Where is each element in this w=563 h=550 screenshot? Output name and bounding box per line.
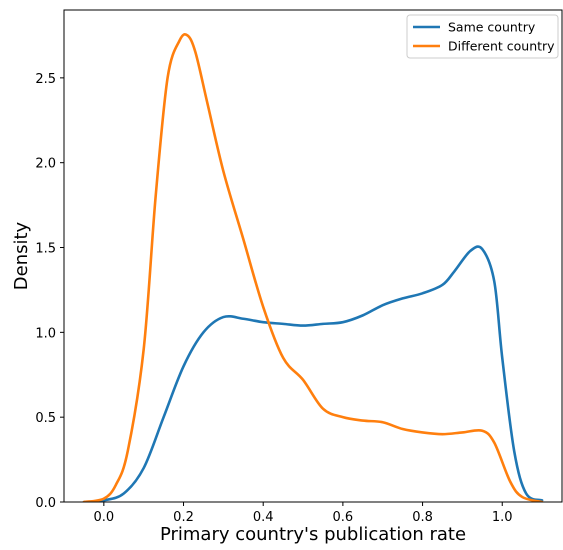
x-tick-label: 1.0 xyxy=(492,510,513,525)
x-axis-label: Primary country's publication rate xyxy=(160,524,466,545)
legend: Same country Different country xyxy=(407,15,558,58)
legend-label-different-country: Different country xyxy=(448,39,555,54)
x-tick-label: 0.6 xyxy=(333,510,354,525)
y-tick-label: 0.5 xyxy=(35,411,56,426)
plot-area xyxy=(84,34,542,502)
axes: 0.0 0.2 0.4 0.6 0.8 1.0 0.0 0.5 1.0 1.5 2.0 2.5 Prim… xyxy=(11,10,562,545)
x-tick-label: 0.2 xyxy=(173,510,194,525)
series-line-different-country xyxy=(84,34,542,502)
legend-label-same-country: Same country xyxy=(448,20,536,35)
x-tick-label: 0.0 xyxy=(93,510,114,525)
y-tick-label: 1.0 xyxy=(35,326,56,341)
y-tick-label: 2.5 xyxy=(35,72,56,87)
x-tick-label: 0.4 xyxy=(253,510,274,525)
y-tick-label: 0.0 xyxy=(35,496,56,511)
y-axis-label: Density xyxy=(11,221,32,290)
x-tick-label: 0.8 xyxy=(412,510,433,525)
y-tick-label: 2.0 xyxy=(35,157,56,172)
y-tick-label: 1.5 xyxy=(35,242,56,257)
series-line-same-country xyxy=(84,247,542,502)
